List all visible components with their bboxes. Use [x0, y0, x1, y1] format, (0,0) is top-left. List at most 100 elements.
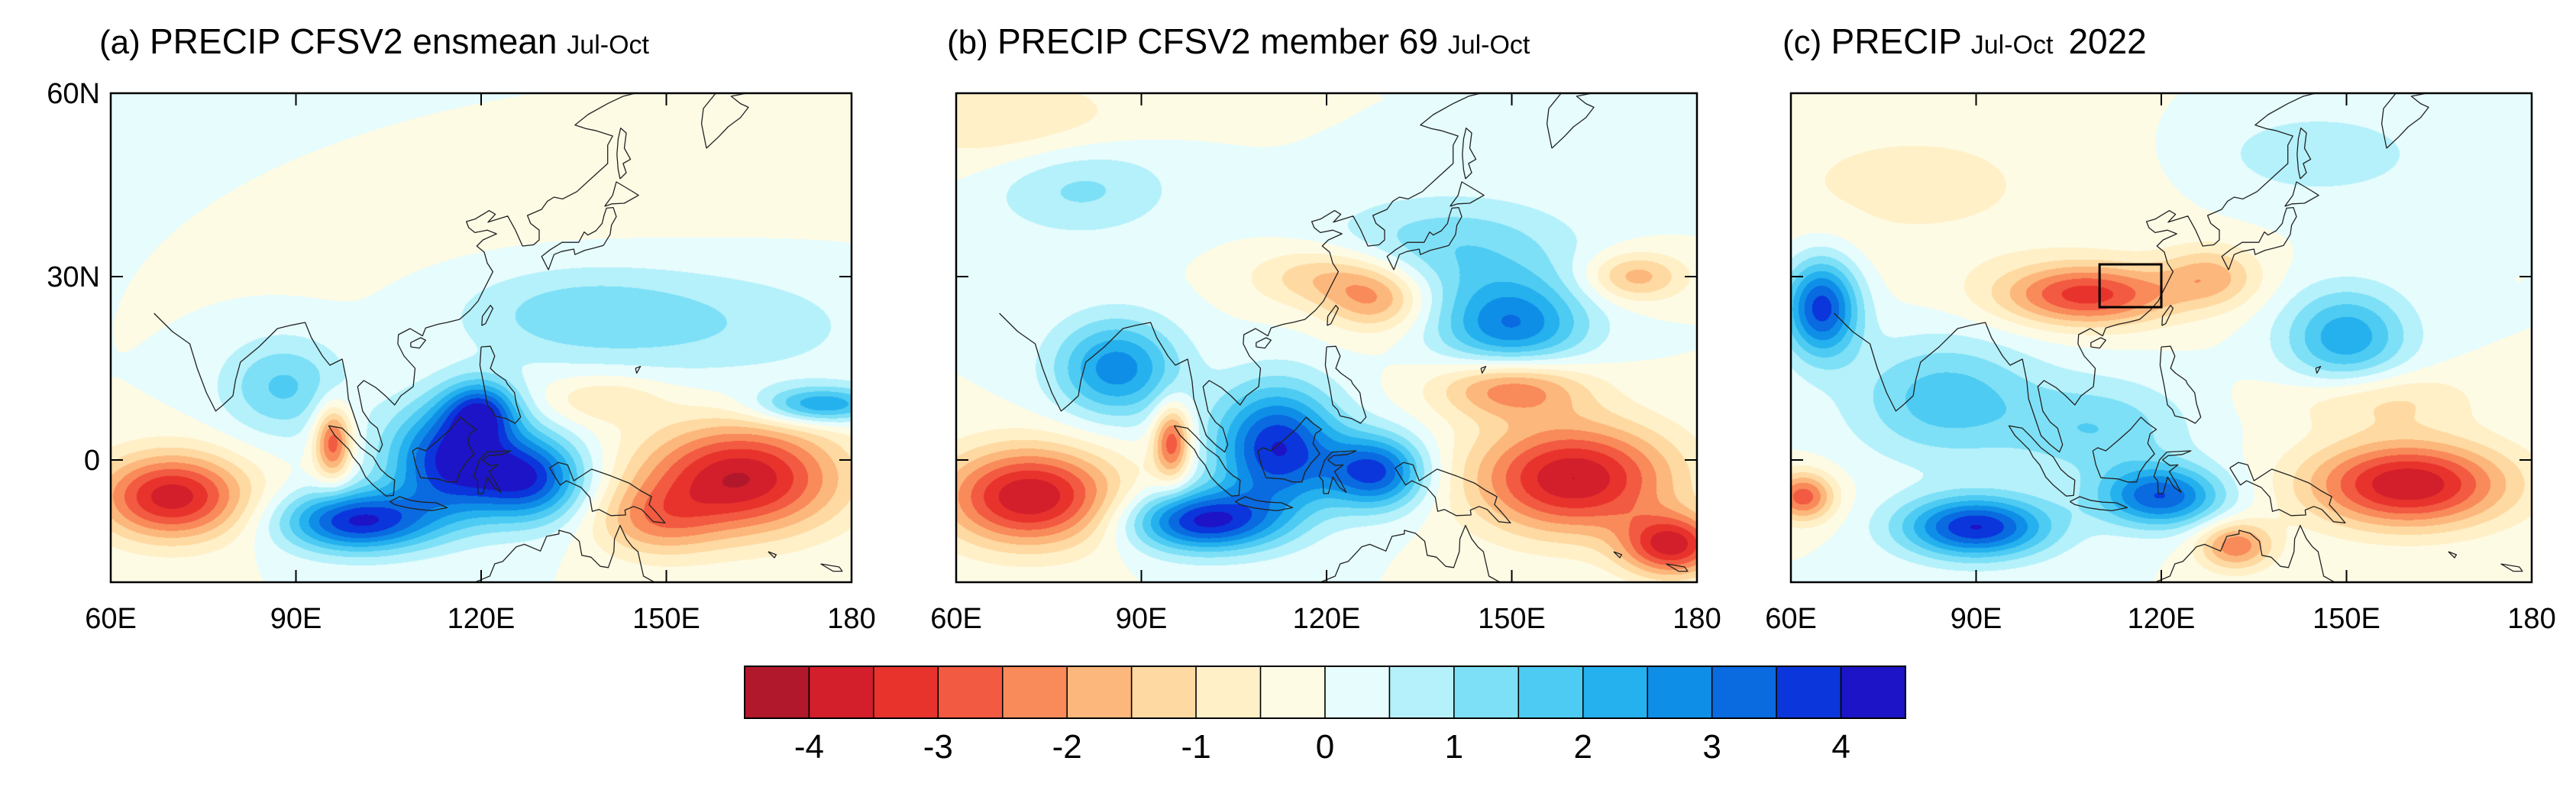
- coastline: [2090, 337, 2106, 349]
- coastline: [2221, 206, 2297, 270]
- panel-title: (a) PRECIP CFSV2 ensmean Jul-Oct: [99, 21, 650, 61]
- colorbar-label: 0: [1316, 728, 1334, 766]
- lat-tick-label: 30N: [47, 261, 100, 293]
- lon-tick-label: 180: [2507, 603, 2555, 635]
- lon-tick-label: 150E: [1478, 603, 1546, 635]
- panel-variable-title: PRECIP: [1831, 21, 1971, 61]
- coastline: [616, 127, 632, 180]
- coastline: [2159, 345, 2202, 424]
- coastline: [700, 93, 749, 149]
- panel-title: (c) PRECIP Jul-Oct 2022: [1783, 21, 2147, 61]
- colorbar-frame: [744, 666, 1906, 719]
- colorbar-swatch: [1453, 666, 1520, 719]
- panel-period: Jul-Oct: [1971, 31, 2054, 60]
- lon-tick-label: 90E: [1951, 603, 2002, 635]
- lon-tick-label: 120E: [2128, 603, 2196, 635]
- coastline: [479, 345, 522, 424]
- coastline: [473, 524, 656, 582]
- map-panel-a: 60E 90E 120E 150E 180 60N 30N 0 (a) PRECIP CFSV2…: [47, 21, 875, 635]
- colorbar-swatch: [1130, 666, 1197, 719]
- colorbar-swatch: [1776, 666, 1842, 719]
- coastline: [1318, 450, 1357, 494]
- panel-label: (b): [947, 24, 997, 61]
- lon-tick-label: 120E: [448, 603, 516, 635]
- coastline: [1546, 93, 1595, 149]
- colorbar-swatch: [937, 666, 1004, 719]
- colorbar-label: 1: [1445, 728, 1463, 766]
- coastline: [2153, 450, 2192, 494]
- coastline: [768, 551, 777, 559]
- colorbar-swatch: [1002, 666, 1068, 719]
- panel-variable-title: PRECIP CFSV2 ensmean: [150, 21, 567, 61]
- coastline: [820, 563, 843, 572]
- coastline: [1395, 462, 1511, 524]
- colorbar-swatch: [1195, 666, 1262, 719]
- coastline: [410, 337, 426, 349]
- coastline: [1318, 524, 1501, 582]
- colorbar-swatch: [1840, 666, 1906, 719]
- coastline: [1450, 181, 1485, 207]
- coastlines-b: [999, 93, 1689, 582]
- colorbar-swatch: [1711, 666, 1777, 719]
- coastline: [1256, 337, 1272, 349]
- lon-tick-label: 60E: [930, 603, 982, 635]
- coastline: [1834, 93, 2316, 453]
- coastline: [1613, 551, 1623, 559]
- coastline: [549, 462, 666, 524]
- coastline: [389, 496, 448, 512]
- coastline: [2153, 524, 2336, 582]
- colorbar-swatch: [1259, 666, 1326, 719]
- coastline: [2092, 416, 2157, 483]
- coastline: [2070, 496, 2128, 512]
- colorbar-swatch: [808, 666, 874, 719]
- coastline: [1173, 425, 1241, 497]
- coastline: [2296, 127, 2312, 180]
- coastline: [1462, 127, 1477, 180]
- coastline: [412, 416, 477, 483]
- study-region-box: [2098, 263, 2163, 309]
- colorbar-swatch: [1388, 666, 1455, 719]
- coastline: [473, 450, 512, 494]
- coastline: [1480, 365, 1487, 374]
- colorbar-label: -4: [794, 728, 824, 766]
- lon-tick-label: 60E: [1765, 603, 1817, 635]
- colorbar-swatch: [1324, 666, 1391, 719]
- coastline: [1324, 345, 1367, 424]
- coastline: [2161, 304, 2174, 326]
- lat-tick-label: 0: [84, 445, 100, 477]
- colorbar-label: 3: [1702, 728, 1721, 766]
- panel-label: (c): [1783, 24, 1831, 61]
- colorbar-swatch: [744, 666, 810, 719]
- colorbar-label: 2: [1574, 728, 1592, 766]
- lon-tick-label: 90E: [1116, 603, 1168, 635]
- panel-year: 2022: [2068, 21, 2146, 61]
- coastline: [2008, 425, 2076, 497]
- coastline: [1257, 416, 1323, 483]
- coastline: [1235, 496, 1294, 512]
- coastline: [328, 425, 396, 497]
- lon-tick-label: 90E: [270, 603, 322, 635]
- coastline: [1327, 304, 1340, 326]
- panel-period: Jul-Oct: [1448, 31, 1530, 60]
- coastline: [999, 93, 1482, 453]
- coastlines-c: [1834, 93, 2523, 582]
- colorbar-swatch: [1517, 666, 1584, 719]
- coastline: [1386, 206, 1463, 270]
- panel-variable-title: PRECIP CFSV2 member 69: [997, 21, 1448, 61]
- coastlines-a: [154, 93, 843, 582]
- colorbar-swatch: [873, 666, 939, 719]
- colorbar-swatch: [1647, 666, 1713, 719]
- coastline: [541, 206, 617, 270]
- coastline: [2229, 462, 2346, 524]
- colorbar-swatch: [1582, 666, 1648, 719]
- colorbar-swatch: [1066, 666, 1133, 719]
- panel-label: (a): [99, 24, 150, 61]
- coastline: [2315, 365, 2322, 374]
- coastline: [2380, 93, 2429, 149]
- lon-tick-label: 180: [1673, 603, 1721, 635]
- precip-anomaly-field-b: [956, 93, 1697, 582]
- panel-title: (b) PRECIP CFSV2 member 69 Jul-Oct: [947, 21, 1530, 61]
- colorbar-label: -1: [1181, 728, 1211, 766]
- precip-anomaly-field-c: [1791, 93, 2532, 582]
